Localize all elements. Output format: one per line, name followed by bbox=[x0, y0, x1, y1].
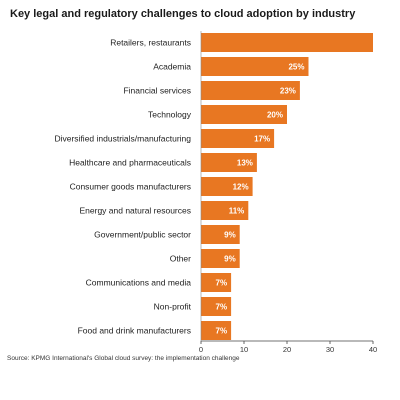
bar bbox=[201, 105, 287, 124]
category-label: Non-profit bbox=[154, 302, 192, 312]
data-label: 7% bbox=[216, 327, 228, 336]
bar bbox=[201, 81, 300, 100]
category-label: Retailers, restaurants bbox=[110, 38, 191, 48]
data-label: 9% bbox=[224, 255, 236, 264]
bar bbox=[201, 225, 240, 244]
bar bbox=[201, 273, 232, 292]
category-label: Technology bbox=[148, 110, 192, 120]
bar bbox=[201, 129, 275, 148]
bars-group bbox=[201, 33, 373, 340]
data-label: 13% bbox=[237, 159, 253, 168]
data-label: 12% bbox=[233, 183, 249, 192]
category-label: Academia bbox=[153, 62, 191, 72]
category-label: Energy and natural resources bbox=[79, 206, 191, 216]
bar bbox=[201, 249, 240, 268]
x-tick-label: 0 bbox=[199, 345, 203, 354]
category-label: Government/public sector bbox=[94, 230, 191, 240]
data-label: 23% bbox=[280, 87, 296, 96]
data-label: 25% bbox=[288, 63, 304, 72]
x-tick-label: 30 bbox=[326, 345, 334, 354]
bar bbox=[201, 177, 253, 196]
data-label: 7% bbox=[216, 303, 228, 312]
x-tick-label: 40 bbox=[369, 345, 377, 354]
category-label: Other bbox=[170, 254, 191, 264]
data-label: 7% bbox=[216, 279, 228, 288]
category-label: Food and drink manufacturers bbox=[78, 326, 191, 336]
source-note: Source: KPMG International's Global clou… bbox=[7, 355, 240, 362]
data-labels: 25% 23% 20% 17% 13% 12% 11% 9% 9% 7% 7% 7% bbox=[216, 63, 305, 336]
data-label: 11% bbox=[229, 207, 245, 216]
bar bbox=[201, 297, 232, 316]
data-label: 17% bbox=[254, 135, 270, 144]
category-label: Communications and media bbox=[86, 278, 192, 288]
x-axis: 0 10 20 30 40 bbox=[199, 31, 377, 354]
bar bbox=[201, 57, 309, 76]
bar bbox=[201, 153, 257, 172]
chart-title: Key legal and regulatory challenges to c… bbox=[10, 8, 356, 20]
category-label: Financial services bbox=[123, 86, 191, 96]
category-label: Healthcare and pharmaceuticals bbox=[69, 158, 191, 168]
x-tick-label: 10 bbox=[240, 345, 248, 354]
category-labels: Retailers, restaurants Academia Financial … bbox=[54, 38, 191, 336]
category-label: Consumer goods manufacturers bbox=[70, 182, 191, 192]
data-label: 20% bbox=[267, 111, 283, 120]
bar bbox=[201, 33, 373, 52]
category-label: Diversified industrials/manufacturing bbox=[54, 134, 191, 144]
x-tick-label: 20 bbox=[283, 345, 291, 354]
bar bbox=[201, 321, 232, 340]
data-label: 9% bbox=[224, 231, 236, 240]
bar bbox=[201, 201, 249, 220]
